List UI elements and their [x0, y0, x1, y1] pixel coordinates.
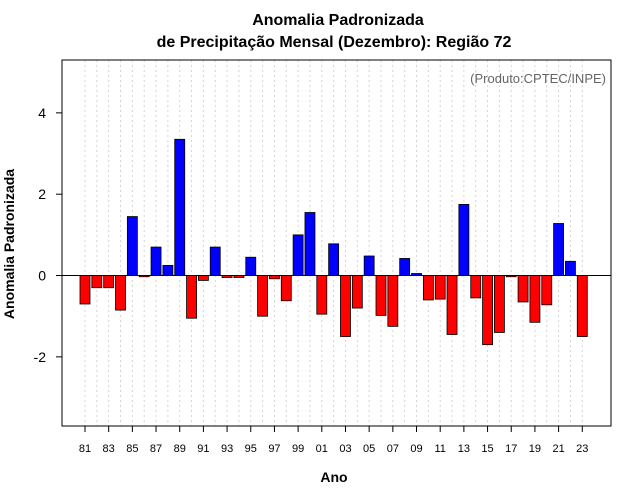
- bar-11: [434, 275, 446, 300]
- x-tick-label: 93: [221, 443, 233, 455]
- x-tick-label: 23: [576, 443, 588, 455]
- x-tick-label: 03: [339, 443, 351, 455]
- x-tick-label: 09: [410, 443, 422, 455]
- x-tick-label: 95: [245, 443, 257, 455]
- bar-12: [446, 275, 458, 335]
- bar-04: [351, 275, 363, 309]
- bar-96: [257, 275, 269, 317]
- bar-81: [79, 275, 91, 305]
- bar-00: [304, 212, 316, 276]
- x-tick-label: 15: [481, 443, 493, 455]
- x-tick-label: 85: [126, 443, 138, 455]
- bar-16: [493, 275, 505, 333]
- bar-21: [553, 223, 564, 276]
- bar-89: [174, 138, 186, 276]
- x-tick-label: 89: [174, 443, 186, 455]
- bar-01: [316, 275, 328, 315]
- x-axis: 81 83 85 87 89 91 93 95 97 99 01 03 05 07 09 11 13 15 17 19…: [79, 426, 588, 455]
- x-axis-label: Ano: [320, 469, 347, 485]
- bar-18: [517, 275, 529, 303]
- chart-subtitle: de Precipitação Mensal (Dezembro): Regiã…: [157, 34, 512, 51]
- bar-06: [375, 275, 387, 316]
- bar-22: [565, 260, 576, 276]
- bar-19: [529, 275, 541, 323]
- bar-13: [458, 203, 470, 276]
- bar-series: [79, 138, 588, 346]
- x-tick-label: 11: [434, 443, 445, 455]
- y-tick-label: 4: [38, 105, 46, 121]
- bar-95: [245, 256, 257, 276]
- bar-82: [91, 275, 103, 289]
- bar-91: [197, 275, 209, 281]
- x-tick-label: 81: [79, 443, 91, 455]
- chart-title: Anomalia Padronizada: [252, 12, 424, 29]
- bar-08: [399, 258, 411, 276]
- bar-87: [150, 246, 162, 276]
- x-tick-label: 19: [529, 443, 541, 455]
- y-axis-label: Anomalia Padronizada: [1, 169, 17, 319]
- x-tick-label: 07: [387, 443, 399, 455]
- bar-85: [126, 216, 138, 276]
- bar-98: [280, 275, 292, 302]
- bar-92: [209, 246, 221, 276]
- bar-10: [422, 275, 434, 301]
- y-tick-label: 0: [38, 268, 46, 284]
- x-tick-label: 21: [552, 443, 564, 455]
- bar-83: [103, 275, 115, 289]
- y-axis: 4 2 0 -2: [34, 105, 62, 365]
- bar-02: [328, 243, 340, 276]
- x-tick-label: 91: [197, 443, 209, 455]
- x-tick-label: 05: [363, 443, 375, 455]
- bar-07: [387, 275, 399, 327]
- bar-84: [115, 275, 126, 311]
- bar-20: [541, 275, 553, 306]
- bar-23: [576, 275, 588, 337]
- bar-15: [482, 275, 493, 346]
- bar-99: [292, 234, 304, 276]
- plot-area-frame: [61, 59, 612, 427]
- x-tick-label: 13: [458, 443, 470, 455]
- y-tick-label: 2: [38, 186, 46, 202]
- x-tick-label: 17: [505, 443, 517, 455]
- bar-03: [340, 275, 351, 337]
- x-tick-label: 01: [316, 443, 328, 455]
- x-tick-label: 97: [268, 443, 280, 455]
- x-tick-label: 99: [292, 443, 304, 455]
- x-tick-label: 87: [150, 443, 162, 455]
- x-tick-label: 83: [103, 443, 115, 455]
- bar-90: [186, 275, 197, 319]
- bar-14: [470, 275, 482, 299]
- grid-lines: [84, 60, 583, 426]
- y-tick-label: -2: [34, 349, 47, 365]
- bar-88: [162, 264, 174, 276]
- bar-05: [363, 255, 375, 276]
- source-annotation: (Produto:CPTEC/INPE): [470, 71, 606, 86]
